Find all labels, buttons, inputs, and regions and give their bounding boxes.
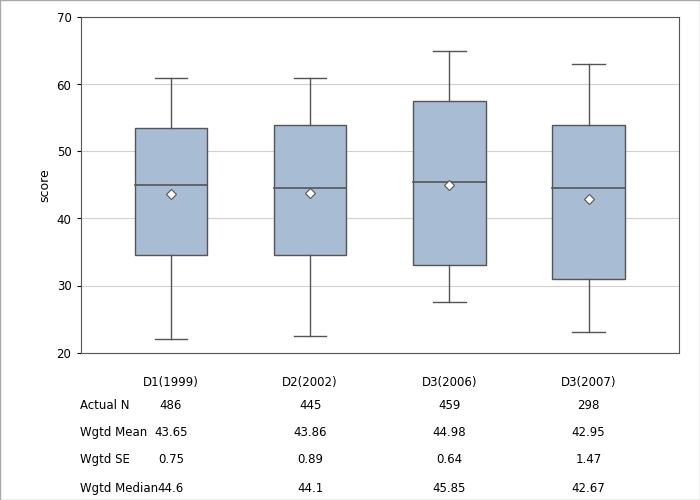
Y-axis label: score: score — [38, 168, 51, 202]
Bar — [413, 101, 486, 266]
Text: 1.47: 1.47 — [575, 453, 602, 466]
Text: D1(1999): D1(1999) — [143, 376, 199, 389]
Text: 0.64: 0.64 — [436, 453, 463, 466]
Text: 44.6: 44.6 — [158, 482, 184, 494]
Text: 44.1: 44.1 — [297, 482, 323, 494]
Text: 42.95: 42.95 — [572, 426, 606, 439]
Text: 298: 298 — [578, 399, 600, 412]
Text: 486: 486 — [160, 399, 182, 412]
Text: 0.75: 0.75 — [158, 453, 184, 466]
Text: 43.86: 43.86 — [293, 426, 327, 439]
Text: 445: 445 — [299, 399, 321, 412]
Text: 43.65: 43.65 — [154, 426, 188, 439]
Text: 45.85: 45.85 — [433, 482, 466, 494]
Bar — [552, 124, 624, 279]
Text: Wgtd Median: Wgtd Median — [80, 482, 159, 494]
Bar — [135, 128, 207, 256]
Text: Wgtd Mean: Wgtd Mean — [80, 426, 148, 439]
Text: 44.98: 44.98 — [433, 426, 466, 439]
Text: Wgtd SE: Wgtd SE — [80, 453, 130, 466]
Text: D3(2006): D3(2006) — [421, 376, 477, 389]
Text: 42.67: 42.67 — [572, 482, 606, 494]
Text: 459: 459 — [438, 399, 461, 412]
Bar — [274, 124, 346, 256]
Text: Actual N: Actual N — [80, 399, 130, 412]
Text: D2(2002): D2(2002) — [282, 376, 338, 389]
Text: 0.89: 0.89 — [298, 453, 323, 466]
Text: D3(2007): D3(2007) — [561, 376, 616, 389]
